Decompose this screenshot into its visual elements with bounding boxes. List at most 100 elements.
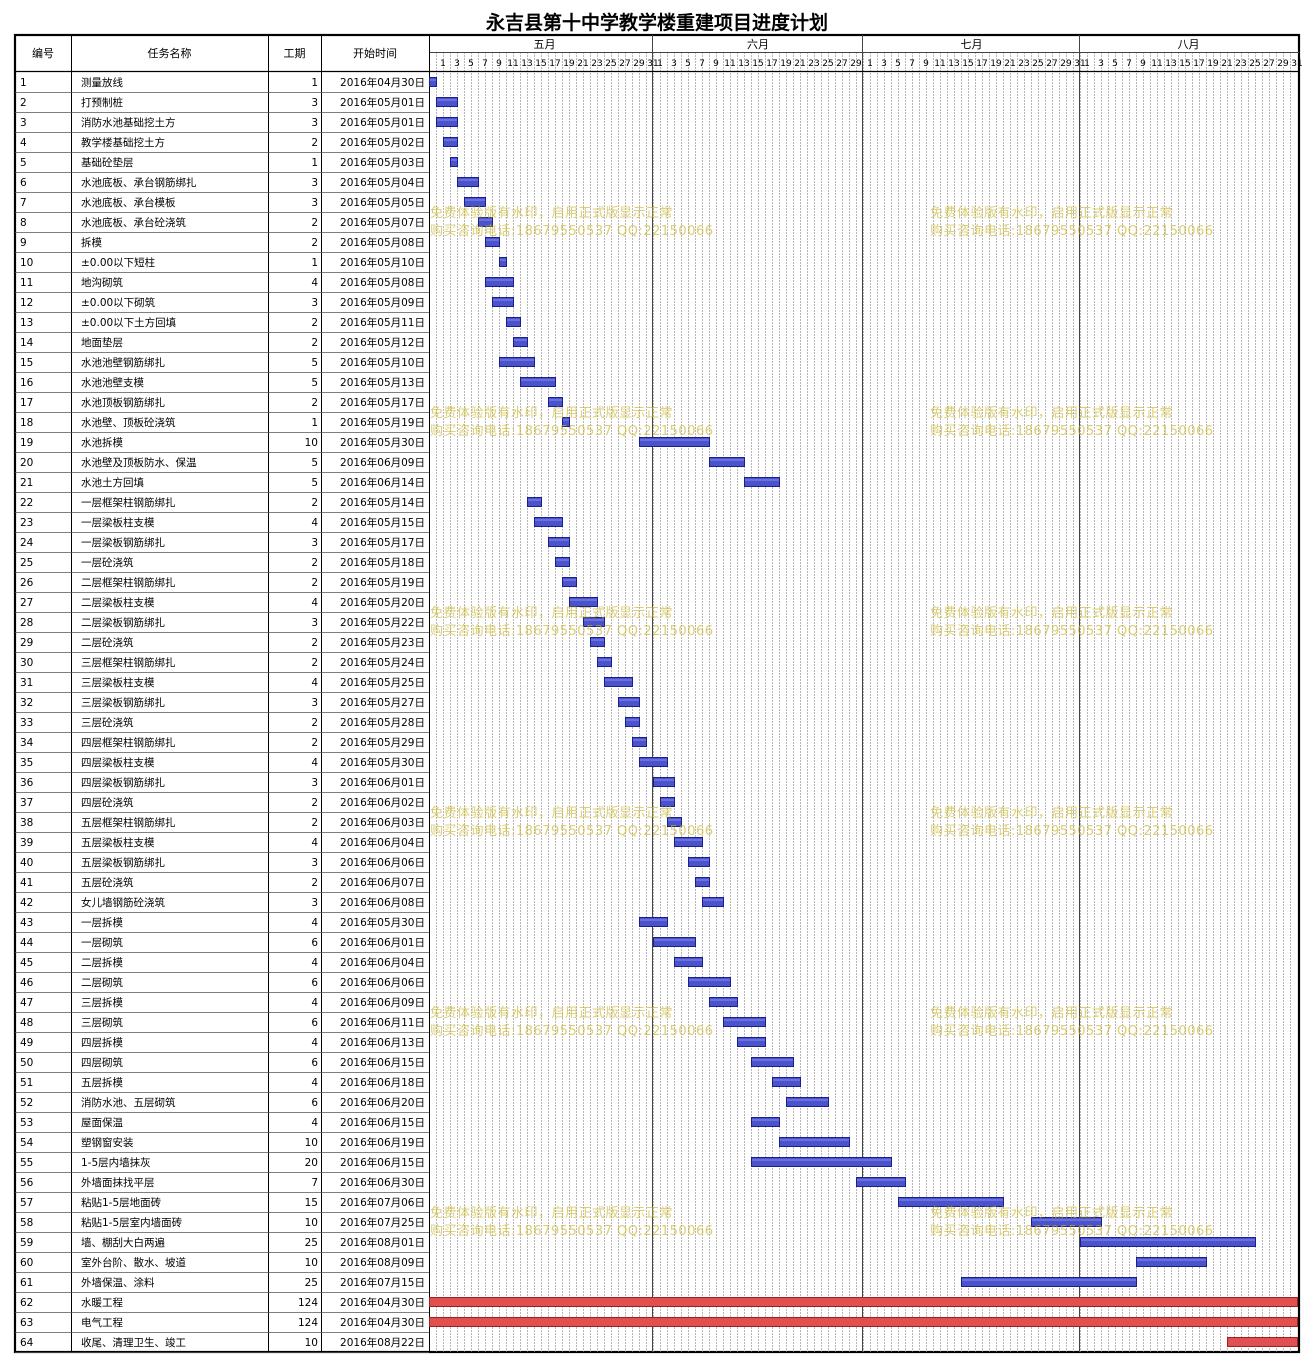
task-bar xyxy=(548,397,563,407)
task-start: 2016年06月06日 xyxy=(340,856,425,869)
task-start: 2016年05月12日 xyxy=(340,336,425,349)
day-tick-label: 19 xyxy=(1207,59,1219,69)
task-id: 56 xyxy=(20,1177,34,1189)
task-start: 2016年06月15日 xyxy=(340,1056,425,1069)
task-duration: 5 xyxy=(311,457,318,469)
task-name: 三层砼浇筑 xyxy=(81,716,134,729)
task-id: 12 xyxy=(20,297,33,309)
day-tick-label: 9 xyxy=(713,59,719,69)
task-name: 三层拆模 xyxy=(81,996,123,1009)
task-name: 水池拆模 xyxy=(81,436,123,449)
task-bar xyxy=(429,1317,1298,1327)
task-name: 消防水池、五层砌筑 xyxy=(81,1096,176,1109)
task-start: 2016年05月02日 xyxy=(340,136,425,149)
task-name: 四层砼浇筑 xyxy=(81,796,134,809)
task-bar xyxy=(856,1177,906,1187)
column-header-start: 开始时间 xyxy=(353,46,397,60)
task-duration: 2 xyxy=(311,657,318,669)
task-id: 48 xyxy=(20,1017,33,1029)
task-duration: 3 xyxy=(311,297,318,309)
day-tick-label: 7 xyxy=(482,59,488,69)
task-start: 2016年05月19日 xyxy=(340,416,425,429)
day-tick-label: 19 xyxy=(780,59,792,69)
day-tick-label: 25 xyxy=(822,59,833,69)
task-bar xyxy=(618,697,640,707)
task-bar xyxy=(436,97,458,107)
task-name: 1-5层内墙抹灰 xyxy=(81,1156,151,1169)
column-header-id: 编号 xyxy=(32,46,54,60)
task-id: 18 xyxy=(20,417,33,429)
month-label: 八月 xyxy=(1178,38,1200,51)
task-name: 一层拆模 xyxy=(81,916,123,929)
task-start: 2016年06月07日 xyxy=(340,876,425,889)
task-bar xyxy=(625,717,640,727)
task-duration: 2 xyxy=(311,497,318,509)
task-start: 2016年05月30日 xyxy=(340,436,425,449)
task-name: 室外台阶、散水、坡道 xyxy=(81,1256,186,1269)
task-bar xyxy=(709,997,738,1007)
task-duration: 3 xyxy=(311,197,318,209)
task-bar xyxy=(562,577,577,587)
task-start: 2016年06月13日 xyxy=(340,1036,425,1049)
task-start: 2016年05月29日 xyxy=(340,736,425,749)
task-duration: 10 xyxy=(305,437,318,449)
day-tick-label: 31 xyxy=(1291,59,1302,69)
task-name: 四层梁板柱支模 xyxy=(81,756,155,769)
task-bar xyxy=(1080,1237,1256,1247)
task-name: 二层砌筑 xyxy=(81,976,123,989)
task-name: 四层梁板钢筋绑扎 xyxy=(81,776,165,789)
task-name: 消防水池基础挖土方 xyxy=(81,116,176,129)
task-name: 电气工程 xyxy=(81,1316,123,1329)
task-id: 27 xyxy=(20,597,33,609)
day-tick-label: 17 xyxy=(1193,59,1204,69)
task-id: 3 xyxy=(20,117,27,129)
task-name: 基础砼垫层 xyxy=(81,156,134,169)
task-duration: 10 xyxy=(305,1337,318,1349)
month-label: 五月 xyxy=(534,38,556,51)
task-bar xyxy=(653,937,696,947)
task-duration: 2 xyxy=(311,797,318,809)
task-id: 51 xyxy=(20,1077,33,1089)
task-start: 2016年06月15日 xyxy=(340,1156,425,1169)
task-duration: 10 xyxy=(305,1217,318,1229)
task-bar xyxy=(674,957,703,967)
task-name: 三层梁板钢筋绑扎 xyxy=(81,696,165,709)
task-start: 2016年05月25日 xyxy=(340,676,425,689)
task-duration: 4 xyxy=(311,677,318,689)
task-id: 60 xyxy=(20,1257,33,1269)
task-bar xyxy=(688,857,710,867)
task-duration: 2 xyxy=(311,717,318,729)
task-name: 水池池壁支模 xyxy=(81,376,144,389)
table-frame xyxy=(13,33,1301,1354)
task-duration: 25 xyxy=(305,1237,318,1249)
day-tick-label: 19 xyxy=(563,59,575,69)
task-start: 2016年06月11日 xyxy=(340,1016,425,1029)
task-bar xyxy=(709,457,745,467)
day-tick-label: 23 xyxy=(1018,59,1029,69)
task-name: 水池底板、承台钢筋绑扎 xyxy=(81,176,197,189)
task-bar xyxy=(653,777,675,787)
day-tick-label: 11 xyxy=(507,59,518,69)
task-name: ±0.00以下砌筑 xyxy=(81,296,156,309)
task-start: 2016年05月30日 xyxy=(340,756,425,769)
task-name: 三层梁板柱支模 xyxy=(81,676,155,689)
day-tick-label: 3 xyxy=(454,59,460,69)
task-duration: 1 xyxy=(311,157,318,169)
day-tick-label: 5 xyxy=(468,59,474,69)
task-id: 19 xyxy=(20,437,33,449)
task-id: 10 xyxy=(20,257,33,269)
task-name: 地面垫层 xyxy=(81,336,123,349)
task-start: 2016年06月01日 xyxy=(340,776,425,789)
task-start: 2016年04月30日 xyxy=(340,76,425,89)
task-id: 33 xyxy=(20,717,33,729)
task-id: 57 xyxy=(20,1197,33,1209)
task-name: 二层砼浇筑 xyxy=(81,636,134,649)
task-id: 23 xyxy=(20,517,33,529)
day-tick-label: 9 xyxy=(923,59,929,69)
day-tick-label: 1 xyxy=(657,59,663,69)
day-tick-label: 9 xyxy=(496,59,502,69)
task-duration: 2 xyxy=(311,397,318,409)
task-name: 一层梁板柱支模 xyxy=(81,516,155,529)
task-id: 50 xyxy=(20,1057,33,1069)
task-duration: 10 xyxy=(305,1137,318,1149)
